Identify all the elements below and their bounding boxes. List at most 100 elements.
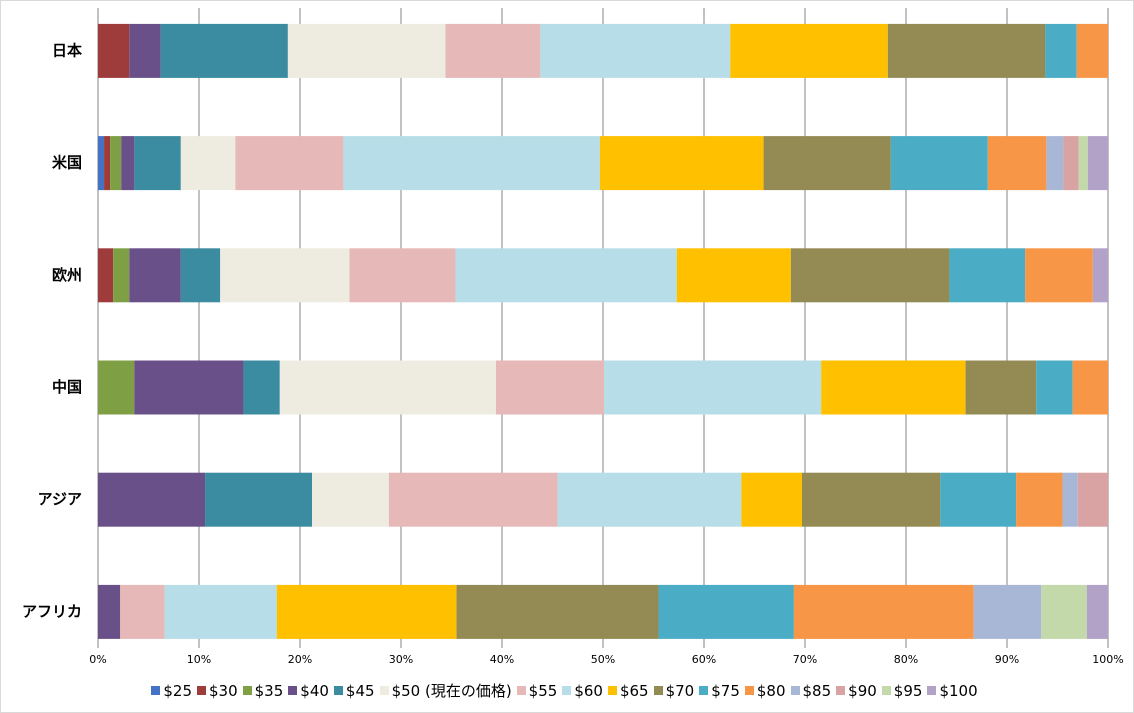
bar-segment bbox=[388, 472, 558, 527]
legend-label: $55 bbox=[528, 681, 558, 700]
legend-swatch bbox=[379, 686, 389, 695]
bar-segment bbox=[120, 584, 165, 639]
x-tick-label: 40% bbox=[490, 653, 514, 666]
bar-segment bbox=[113, 248, 130, 303]
legend-label: $95 bbox=[893, 681, 923, 700]
bar-segment bbox=[604, 360, 822, 415]
bar-segment bbox=[160, 23, 288, 78]
legend-item: $50 (現在の価格) bbox=[379, 680, 512, 701]
y-tick-label: 日本 bbox=[52, 41, 82, 59]
bar-segment bbox=[110, 136, 122, 191]
y-tick-label: アフリカ bbox=[22, 602, 82, 620]
bar-segment bbox=[1025, 248, 1093, 303]
bar-segment bbox=[540, 23, 731, 78]
y-tick-label: 中国 bbox=[52, 378, 82, 396]
bar-segment bbox=[1016, 472, 1063, 527]
legend-item: $75 bbox=[699, 680, 740, 701]
bar-segment bbox=[98, 360, 135, 415]
bar-segment bbox=[98, 136, 105, 191]
bar-segment bbox=[220, 248, 350, 303]
bar-segment bbox=[1077, 472, 1108, 527]
bar-segment bbox=[676, 248, 791, 303]
y-tick-label: アジア bbox=[38, 490, 82, 508]
x-tick-label: 60% bbox=[692, 653, 716, 666]
bar-segment bbox=[793, 584, 974, 639]
bar-segment bbox=[557, 472, 742, 527]
bar-segment bbox=[821, 360, 966, 415]
legend-swatch bbox=[699, 686, 709, 695]
legend-item: $35 bbox=[242, 680, 284, 701]
legend-swatch bbox=[151, 686, 161, 695]
bar-segment bbox=[98, 23, 130, 78]
bar-segment bbox=[279, 360, 496, 415]
legend-item: $95 bbox=[881, 680, 923, 701]
bar-segment bbox=[121, 136, 135, 191]
bar-segment bbox=[763, 136, 891, 191]
bar-segment bbox=[1078, 136, 1088, 191]
bar-segment bbox=[243, 360, 280, 415]
bar-segment bbox=[1072, 360, 1108, 415]
legend-label: $35 bbox=[254, 681, 284, 700]
bar-segment bbox=[890, 136, 988, 191]
y-tick-label: 欧州 bbox=[52, 266, 82, 284]
legend-item: $45 bbox=[333, 680, 375, 701]
bar-segment bbox=[1046, 136, 1064, 191]
legend-swatch bbox=[790, 686, 800, 695]
x-tick-label: 70% bbox=[793, 653, 817, 666]
bar-segment bbox=[205, 472, 313, 527]
bar-segment bbox=[343, 136, 600, 191]
legend-swatch bbox=[744, 686, 754, 695]
bar-segment bbox=[1063, 136, 1079, 191]
legend-item: $70 bbox=[653, 680, 695, 701]
x-tick-label: 90% bbox=[995, 653, 1019, 666]
legend-item: $80 bbox=[744, 680, 786, 701]
bar-segment bbox=[1087, 136, 1108, 191]
bar-segment bbox=[599, 136, 764, 191]
legend-item: $30 bbox=[197, 680, 238, 701]
legend-label: $80 bbox=[756, 681, 786, 700]
x-tick-label: 20% bbox=[288, 653, 312, 666]
bar-segment bbox=[973, 584, 1042, 639]
legend-item: $100 bbox=[927, 680, 978, 701]
bar-segment bbox=[349, 248, 456, 303]
legend-item: $60 bbox=[562, 680, 603, 701]
legend: $25 $30 $35 $40 $45 $50 (現在の価格) $55 $60 $65 $70 $7… bbox=[0, 680, 1134, 701]
bar-segment bbox=[235, 136, 344, 191]
bar-segment bbox=[456, 584, 659, 639]
bar-segment bbox=[180, 136, 236, 191]
legend-item: $90 bbox=[836, 680, 877, 701]
bar-segment bbox=[312, 472, 389, 527]
legend-item: $85 bbox=[790, 680, 832, 701]
bar-segment bbox=[1092, 248, 1108, 303]
x-tick-label: 50% bbox=[591, 653, 615, 666]
bar-segment bbox=[1062, 472, 1078, 527]
bar-segment bbox=[987, 136, 1047, 191]
legend-label: $50 (現在の価格) bbox=[391, 682, 512, 700]
bar-segment bbox=[495, 360, 605, 415]
legend-swatch bbox=[516, 686, 526, 695]
legend-label: $90 bbox=[848, 681, 877, 700]
legend-swatch bbox=[927, 686, 937, 695]
bar-segment bbox=[445, 23, 541, 78]
bar-segment bbox=[801, 472, 941, 527]
legend-label: $70 bbox=[665, 681, 695, 700]
bar-segment bbox=[276, 584, 457, 639]
legend-swatch bbox=[881, 686, 891, 695]
legend-label: $85 bbox=[802, 681, 832, 700]
legend-label: $65 bbox=[619, 681, 649, 700]
bar-segment bbox=[1086, 584, 1108, 639]
legend-item: $55 bbox=[516, 680, 558, 701]
legend-item: $65 bbox=[607, 680, 649, 701]
bar-segment bbox=[180, 248, 221, 303]
bar-segment bbox=[129, 248, 181, 303]
bar-segment bbox=[164, 584, 277, 639]
x-tick-label: 100% bbox=[1092, 653, 1123, 666]
bar-segment bbox=[1076, 23, 1108, 78]
bar-segment bbox=[730, 23, 888, 78]
bar-segment bbox=[98, 584, 121, 639]
x-tick-label: 80% bbox=[894, 653, 918, 666]
legend-swatch bbox=[562, 686, 572, 695]
bar-segment bbox=[98, 472, 206, 527]
bar-segment bbox=[1036, 360, 1073, 415]
